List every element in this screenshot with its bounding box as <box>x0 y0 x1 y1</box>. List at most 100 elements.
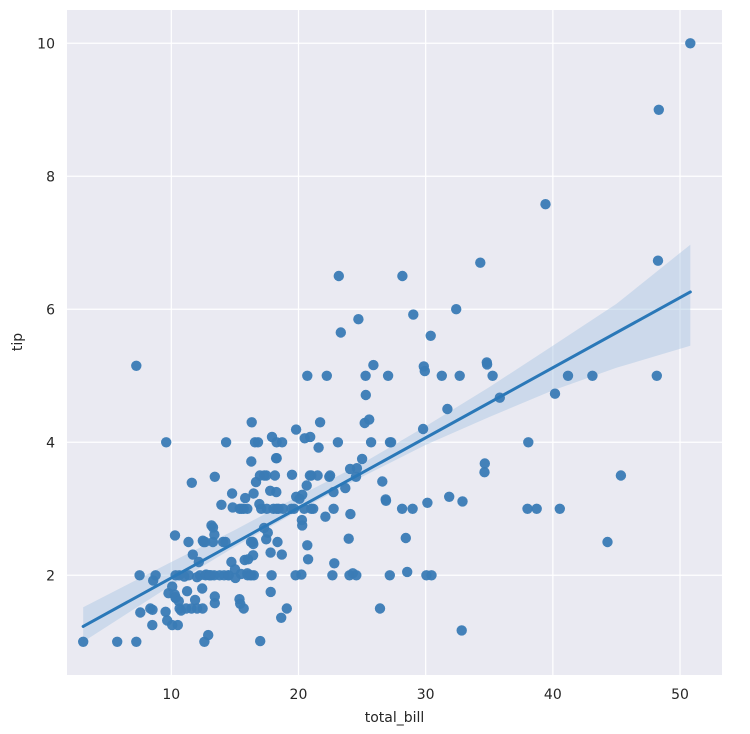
data-point <box>343 533 354 544</box>
x-axis-label: total_bill <box>365 710 425 726</box>
data-point <box>255 635 266 647</box>
data-point <box>523 437 534 448</box>
data-point <box>374 603 386 614</box>
data-point <box>407 503 418 514</box>
data-point <box>312 470 323 481</box>
data-point <box>549 388 561 399</box>
data-point <box>540 199 551 210</box>
data-point <box>276 549 287 560</box>
data-point <box>131 360 142 371</box>
data-point <box>314 417 326 428</box>
y-tick-label: 4 <box>46 435 55 451</box>
data-point <box>186 477 197 488</box>
data-point <box>380 495 392 506</box>
data-point <box>382 370 394 381</box>
data-point <box>220 437 232 448</box>
x-tick-label: 40 <box>544 687 562 703</box>
data-point <box>308 503 319 514</box>
data-point <box>197 583 208 594</box>
data-point <box>329 558 340 569</box>
data-point <box>479 458 490 469</box>
data-point <box>400 532 411 544</box>
y-tick-label: 8 <box>46 169 55 185</box>
data-point <box>187 549 198 560</box>
data-point <box>356 453 368 465</box>
data-point <box>252 437 264 448</box>
y-tick-label: 6 <box>46 302 55 318</box>
x-tick-label: 10 <box>162 687 180 703</box>
data-point <box>321 370 332 381</box>
data-point <box>419 365 430 377</box>
data-point <box>345 508 356 520</box>
data-point <box>220 536 231 548</box>
data-point <box>167 581 178 592</box>
data-point <box>183 570 194 581</box>
data-point <box>436 370 447 381</box>
data-point <box>296 569 307 580</box>
data-point <box>396 503 408 514</box>
data-point <box>240 492 251 504</box>
data-point <box>333 270 344 282</box>
y-tick-label: 2 <box>46 568 55 584</box>
data-point <box>131 636 142 647</box>
data-point <box>327 570 338 581</box>
data-point <box>340 482 351 494</box>
regression-line <box>81 290 692 628</box>
data-point <box>248 570 259 581</box>
data-point <box>78 636 89 647</box>
data-point <box>172 619 183 631</box>
data-point <box>454 370 465 381</box>
data-point <box>276 612 287 623</box>
data-point <box>147 604 158 615</box>
x-tick-label: 50 <box>671 687 689 703</box>
data-point <box>271 486 282 498</box>
data-point <box>332 437 344 448</box>
data-point <box>335 327 346 338</box>
y-axis-label: tip <box>10 333 26 351</box>
x-tick-label: 30 <box>417 687 435 703</box>
data-point <box>302 370 313 381</box>
data-point <box>265 586 276 598</box>
data-point <box>290 424 302 435</box>
data-point <box>246 456 257 467</box>
data-point <box>422 497 433 508</box>
data-point <box>286 469 298 480</box>
data-point <box>134 570 145 581</box>
data-point <box>365 437 377 448</box>
data-point <box>364 414 375 425</box>
data-point <box>197 603 208 614</box>
data-point <box>248 538 259 550</box>
data-point <box>242 503 253 514</box>
data-point <box>161 437 172 448</box>
data-point <box>328 503 339 514</box>
data-point <box>302 554 314 565</box>
data-point <box>351 570 362 581</box>
data-point <box>397 270 408 282</box>
data-point <box>248 488 259 499</box>
data-point <box>112 636 123 647</box>
y-tick-label: 10 <box>37 36 55 52</box>
data-point <box>360 389 371 401</box>
data-point <box>481 359 493 370</box>
data-point <box>377 476 388 487</box>
data-point <box>305 431 316 443</box>
data-point <box>199 536 211 548</box>
data-point <box>203 629 214 641</box>
data-point <box>266 570 277 581</box>
data-point <box>475 257 486 268</box>
data-point <box>562 370 574 381</box>
data-point <box>183 536 194 548</box>
data-point <box>135 607 146 618</box>
data-point <box>384 570 395 581</box>
data-point <box>181 586 193 597</box>
data-points <box>78 38 696 647</box>
data-point <box>652 255 664 266</box>
data-point <box>265 547 276 558</box>
data-point <box>246 417 257 428</box>
data-point <box>425 330 436 341</box>
data-point <box>522 503 533 514</box>
data-point <box>451 304 462 315</box>
data-point <box>169 530 181 541</box>
data-point <box>216 499 227 510</box>
